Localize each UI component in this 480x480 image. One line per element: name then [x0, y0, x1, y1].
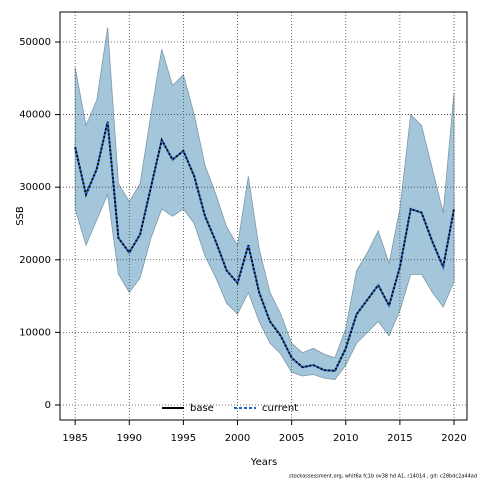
x-axis-label: Years [250, 457, 277, 468]
confidence-band [74, 27, 455, 380]
legend-label: current [262, 403, 298, 414]
x-tick-label: 1995 [171, 433, 196, 444]
line-series [74, 121, 455, 372]
legend-label: base [190, 403, 214, 414]
x-tick-label: 2015 [387, 433, 412, 444]
x-tick-label: 2010 [333, 433, 358, 444]
y-axis-label: SSB [15, 206, 26, 226]
x-tick-label: 2020 [441, 433, 466, 444]
plot-frame [59, 11, 468, 421]
x-tick-label: 2000 [225, 433, 250, 444]
y-tick-label: 20000 [19, 255, 51, 266]
y-tick-label: 40000 [19, 110, 51, 121]
y-tick-label: 0 [45, 400, 51, 411]
y-tick-label: 10000 [19, 327, 51, 338]
x-tick-label: 1990 [117, 433, 142, 444]
footer: stockassessment.org, whit6a fc1b ov38 hd… [289, 474, 477, 480]
y-tick-label: 30000 [19, 182, 51, 193]
x-tick-label: 2005 [279, 433, 304, 444]
y-tick-label: 50000 [19, 37, 51, 48]
x-tick-label: 1985 [62, 433, 87, 444]
